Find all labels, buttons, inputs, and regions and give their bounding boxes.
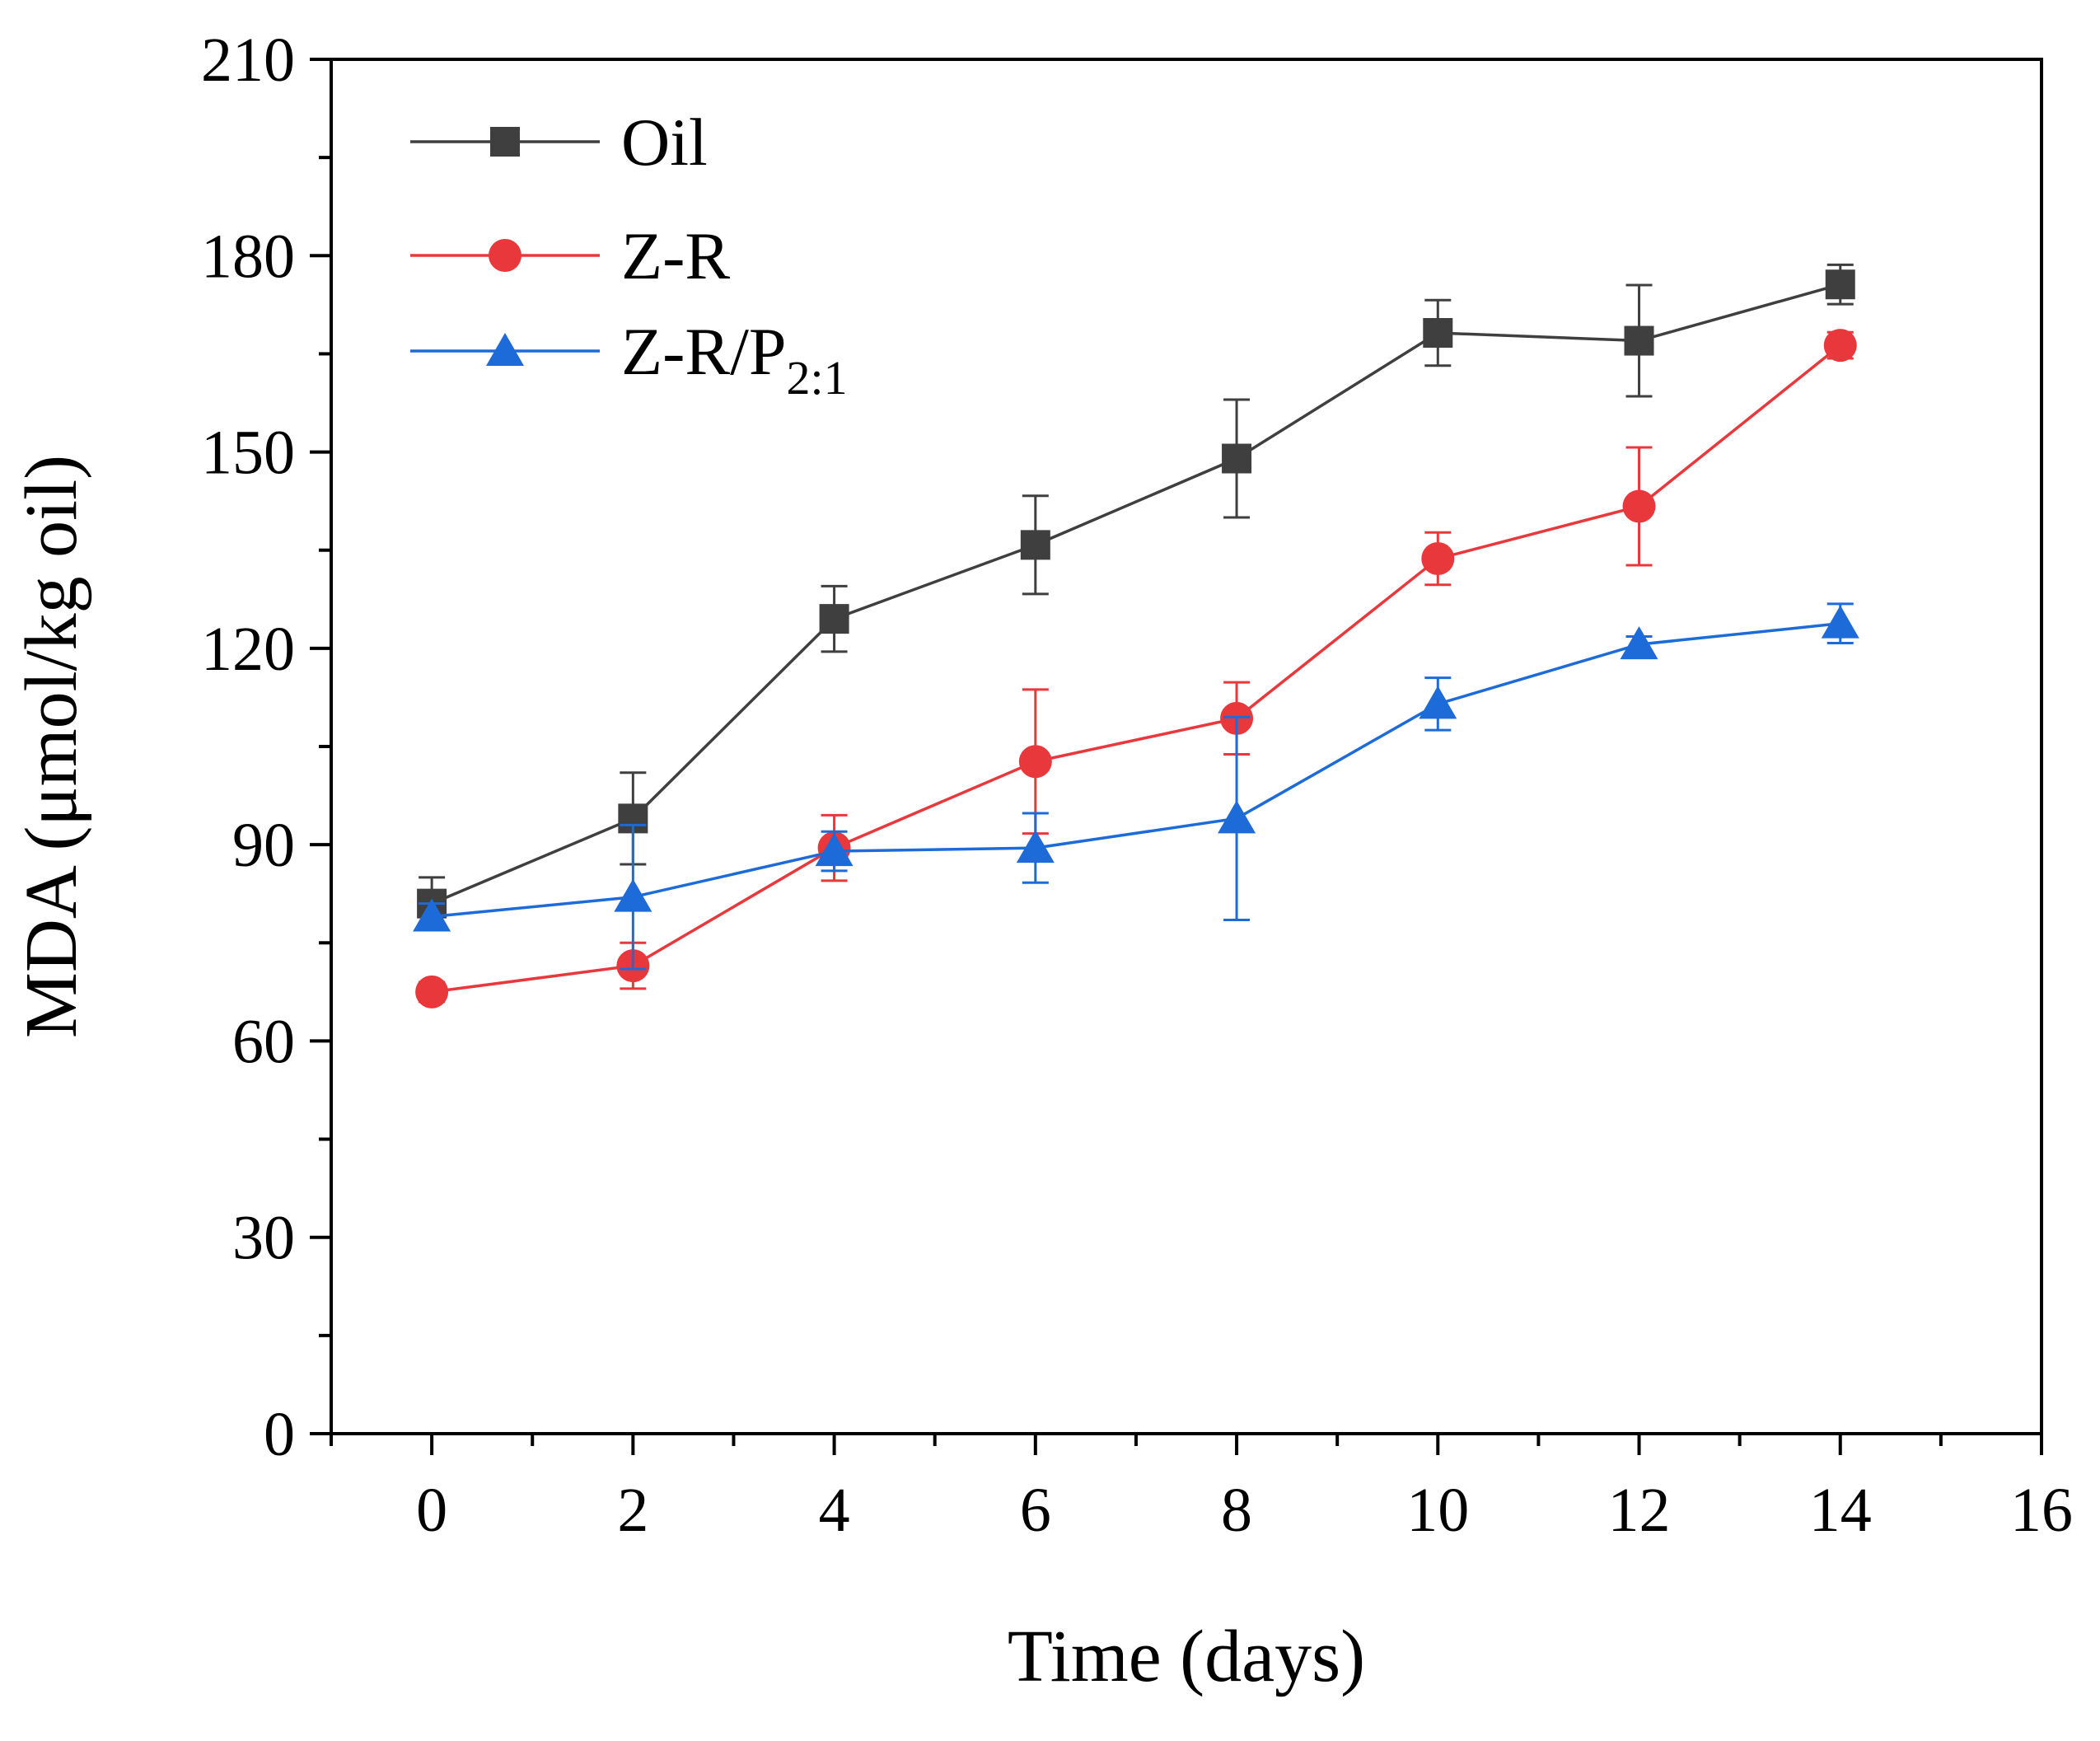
legend-label: Z-R xyxy=(621,218,730,293)
legend-item: Z-R/P2:1 xyxy=(410,314,848,405)
legend-label: Oil xyxy=(621,105,708,180)
y-tick-label: 180 xyxy=(201,222,295,291)
x-tick-label: 14 xyxy=(1809,1476,1872,1545)
x-tick-label: 16 xyxy=(2010,1476,2073,1545)
y-tick-label: 90 xyxy=(232,811,295,880)
legend-marker xyxy=(489,239,521,272)
x-axis-title: Time (days) xyxy=(1008,1616,1365,1697)
data-point xyxy=(1218,800,1256,834)
legend-marker xyxy=(486,333,524,366)
data-point xyxy=(1222,443,1252,474)
data-point xyxy=(1825,269,1855,300)
legend-label-subscript: 2:1 xyxy=(786,351,847,405)
y-axis-title: MDA (μmol/kg oil) xyxy=(11,455,92,1038)
data-point xyxy=(614,878,652,912)
x-tick-label: 2 xyxy=(617,1476,648,1545)
legend-label: Z-R/P2:1 xyxy=(621,314,848,405)
data-point xyxy=(1823,329,1857,363)
legend: Oil Z-R Z-R/P2:1 xyxy=(410,105,848,405)
series-line xyxy=(431,621,1840,919)
legend-label-text: Oil xyxy=(621,105,708,180)
axis-ticks: 0 2 4 6 8 10 12 14 16 0 30 60 90 120 150 180 210 xyxy=(201,26,2073,1545)
data-point xyxy=(815,833,854,867)
data-point xyxy=(413,898,451,932)
legend-item: Oil xyxy=(410,105,708,180)
data-point xyxy=(1020,530,1050,560)
data-point xyxy=(415,975,449,1009)
data-point xyxy=(1624,325,1654,356)
data-point xyxy=(1620,626,1658,660)
x-tick-label: 10 xyxy=(1406,1476,1469,1545)
data-point xyxy=(819,604,849,634)
data-series xyxy=(413,263,1859,1009)
data-point xyxy=(1018,745,1052,779)
y-tick-label: 60 xyxy=(232,1007,295,1076)
legend-marker xyxy=(490,127,520,157)
x-tick-label: 12 xyxy=(1608,1476,1671,1545)
series-line xyxy=(431,283,1841,906)
legend-item: Z-R xyxy=(410,218,730,293)
data-point xyxy=(1421,542,1455,576)
data-point xyxy=(1821,605,1859,639)
y-tick-label: 0 xyxy=(264,1400,295,1469)
legend-label-text: Z-R/P xyxy=(621,314,786,389)
legend-label-text: Z-R xyxy=(621,218,730,293)
y-tick-label: 210 xyxy=(201,26,295,95)
series-square xyxy=(417,263,1855,931)
x-tick-label: 6 xyxy=(1020,1476,1051,1545)
x-tick-label: 4 xyxy=(819,1476,850,1545)
x-tick-label: 8 xyxy=(1221,1476,1252,1545)
y-tick-label: 150 xyxy=(201,419,295,488)
data-point xyxy=(1423,318,1453,349)
data-point xyxy=(1016,830,1055,863)
data-point xyxy=(1622,489,1656,523)
series-triangle xyxy=(413,602,1859,971)
y-tick-label: 120 xyxy=(201,615,295,684)
series-line xyxy=(431,344,1841,994)
y-tick-label: 30 xyxy=(232,1204,295,1273)
x-tick-label: 0 xyxy=(416,1476,447,1545)
data-point xyxy=(1419,686,1457,719)
